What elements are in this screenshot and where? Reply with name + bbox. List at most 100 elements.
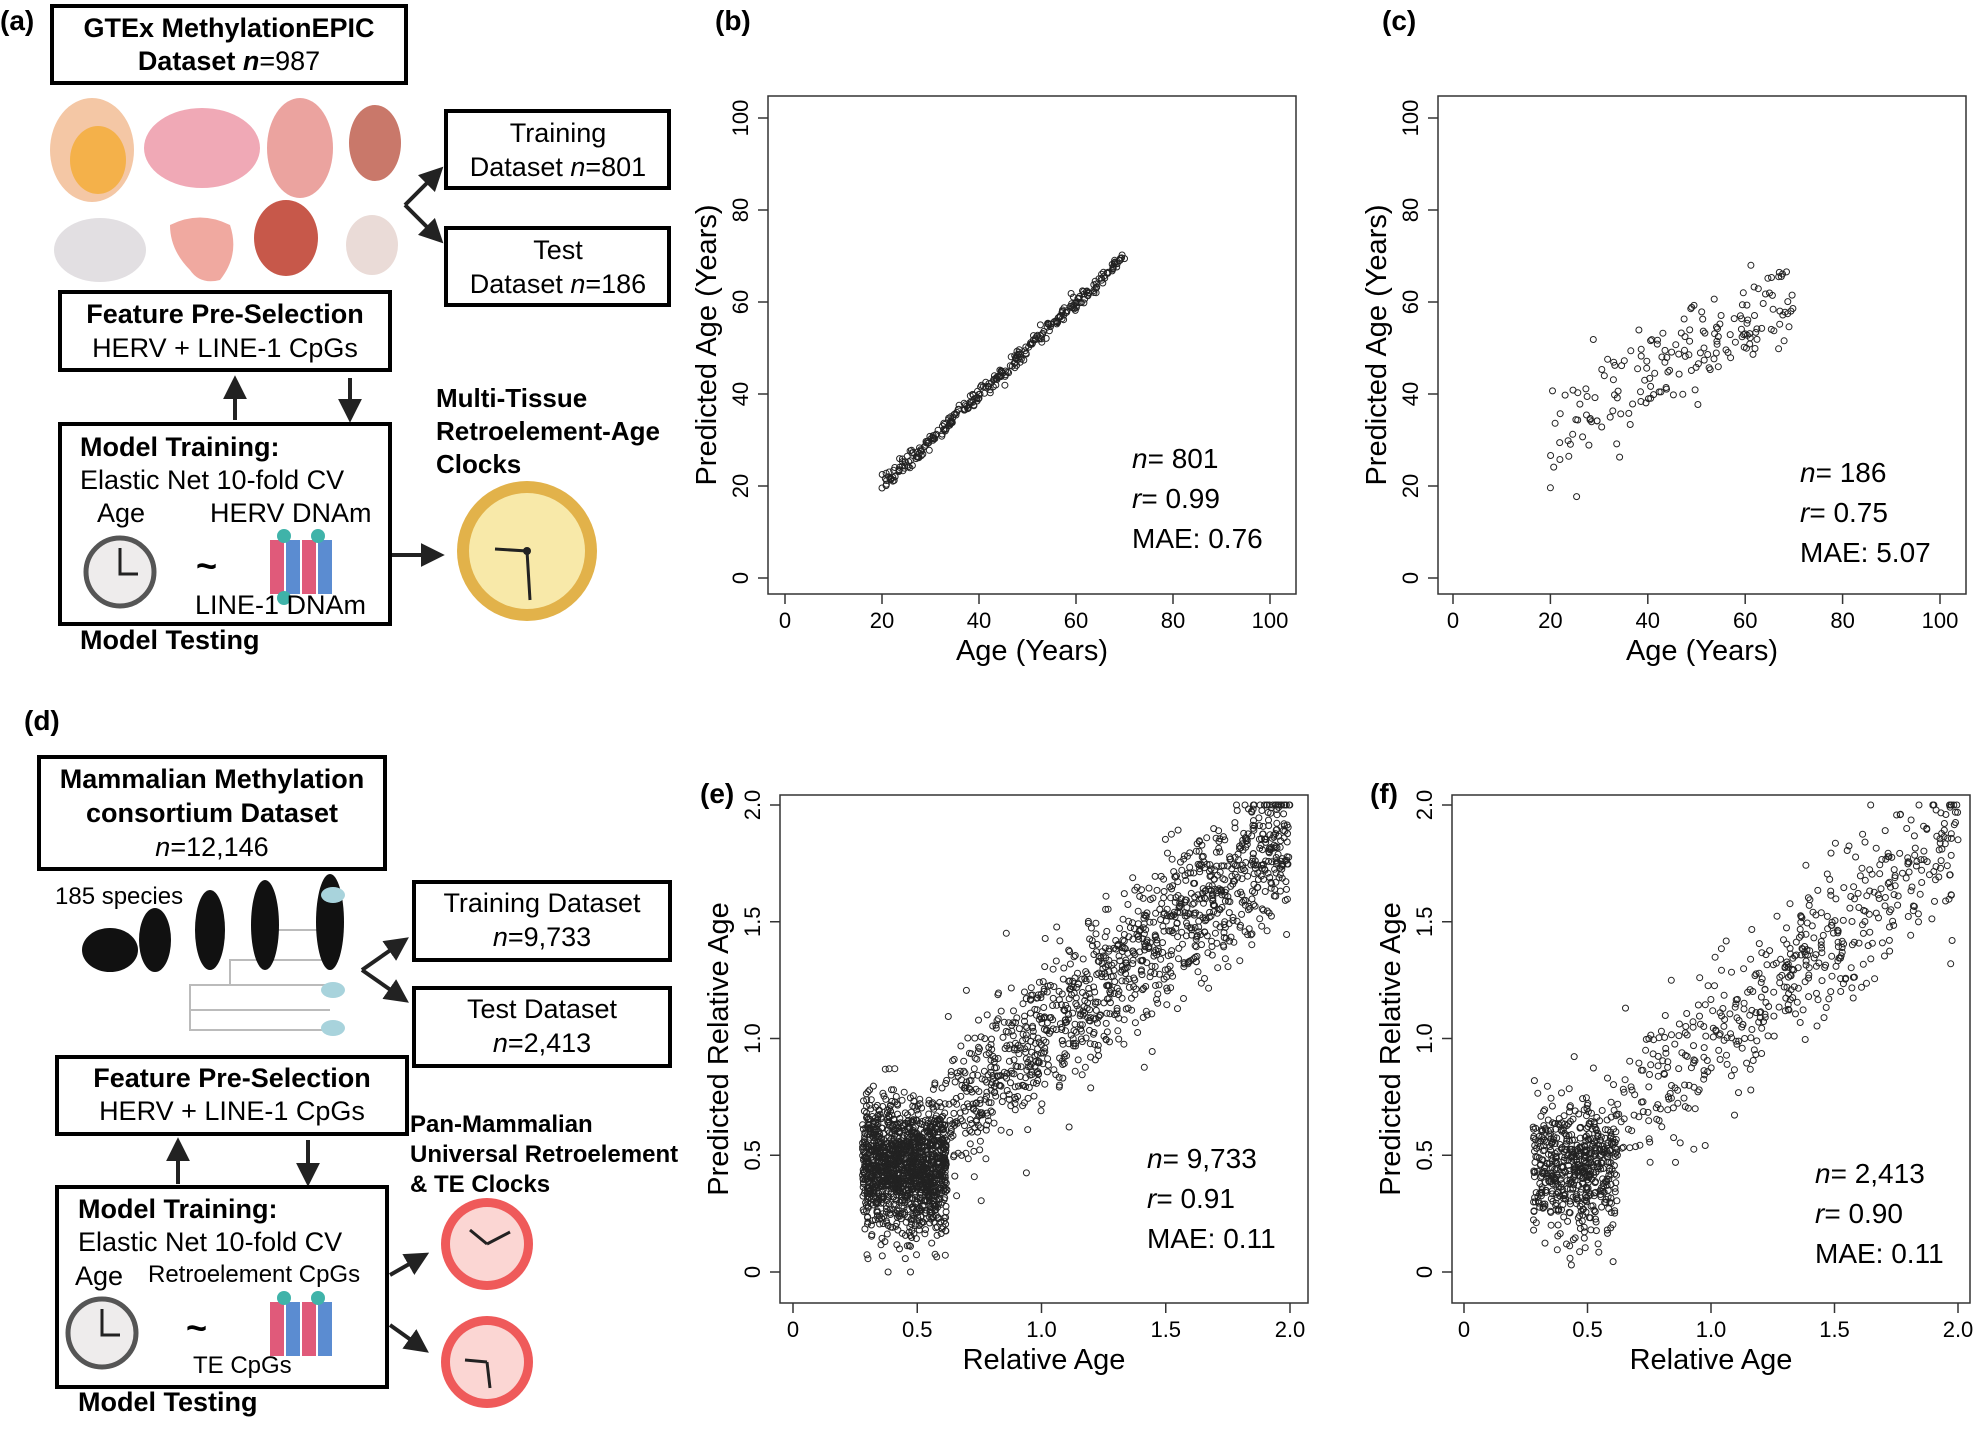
data-point: [1556, 410, 1564, 418]
data-point: [1211, 929, 1219, 937]
data-point: [970, 1065, 978, 1073]
data-point: [942, 1214, 950, 1221]
data-point: [868, 1231, 876, 1239]
data-point: [1825, 995, 1833, 1003]
data-point: [1831, 917, 1839, 925]
data-point: [1540, 1164, 1548, 1172]
data-point: [1220, 862, 1228, 870]
data-point: [1758, 324, 1766, 332]
data-point: [956, 1067, 964, 1075]
data-point: [932, 1165, 940, 1173]
data-point: [1621, 1076, 1629, 1084]
data-point: [1726, 1010, 1734, 1018]
data-point: [1785, 323, 1793, 331]
data-point: [961, 1084, 969, 1092]
data-point: [1103, 1009, 1111, 1017]
data-point: [1197, 979, 1205, 987]
data-point: [1576, 1248, 1584, 1256]
a-tilde: ~: [196, 545, 217, 586]
data-point: [1642, 1046, 1650, 1054]
data-point: [1552, 1125, 1560, 1133]
data-point: [977, 1197, 985, 1205]
y-tick-label: 0.5: [740, 1140, 765, 1171]
data-point: [1730, 315, 1738, 323]
data-point: [1850, 973, 1858, 981]
data-point: [893, 1219, 901, 1227]
data-point: [992, 1021, 1000, 1029]
data-point: [1867, 955, 1875, 963]
data-point: [1547, 1151, 1555, 1159]
data-point: [942, 1080, 950, 1087]
data-point: [1013, 361, 1021, 369]
data-point: [1109, 972, 1117, 980]
data-point: [1634, 365, 1642, 373]
data-point: [1185, 958, 1193, 965]
data-point: [1137, 926, 1145, 934]
data-point: [1577, 1207, 1585, 1215]
data-point: [1120, 890, 1128, 898]
data-point: [1099, 279, 1107, 287]
data-point: [1549, 1180, 1557, 1188]
data-point: [1700, 1044, 1708, 1052]
data-point: [989, 1022, 997, 1030]
data-point: [1282, 878, 1290, 886]
data-point: [1732, 1000, 1740, 1008]
d-training-n: n=9,733: [493, 922, 591, 952]
data-point: [1199, 889, 1207, 897]
data-point: [1597, 1133, 1605, 1141]
data-point: [1722, 937, 1730, 945]
data-point: [1707, 996, 1715, 1003]
data-point: [1065, 1123, 1073, 1131]
data-point: [1642, 1035, 1650, 1043]
data-point: [1257, 842, 1265, 849]
data-point: [1553, 1159, 1561, 1167]
data-point: [1071, 974, 1079, 982]
data-point: [1605, 1158, 1613, 1166]
data-point: [1001, 1045, 1009, 1052]
data-point: [1078, 1071, 1086, 1079]
data-point: [1548, 1140, 1555, 1148]
data-point: [1005, 1057, 1013, 1065]
data-point: [1053, 1001, 1061, 1009]
data-point: [1247, 931, 1255, 939]
d-dna-methylation-icon: [270, 1291, 332, 1356]
data-point: [935, 1189, 943, 1197]
data-point: [1941, 840, 1949, 848]
d-feature-title: Feature Pre-Selection: [93, 1063, 371, 1093]
data-point: [1029, 1024, 1036, 1032]
y-tick-label: 20: [1398, 474, 1423, 498]
x-tick-label: 20: [870, 608, 894, 633]
x-tick-label: 0: [779, 608, 791, 633]
data-point: [1164, 849, 1171, 857]
data-point: [1714, 325, 1721, 333]
a-herv-label: HERV DNAm: [210, 498, 372, 528]
data-point: [1546, 484, 1554, 492]
data-point: [1071, 952, 1079, 959]
data-point: [1151, 963, 1159, 970]
data-point: [976, 1137, 984, 1145]
data-point: [1569, 1236, 1577, 1244]
data-point: [1262, 836, 1270, 843]
data-point: [1135, 932, 1142, 940]
data-point: [1215, 844, 1223, 852]
data-point: [1043, 988, 1051, 996]
data-point: [1889, 917, 1897, 925]
data-point: [982, 1155, 990, 1163]
data-point: [928, 1173, 936, 1181]
data-point: [1041, 1044, 1049, 1052]
data-point: [1210, 875, 1218, 883]
data-point: [1792, 938, 1800, 946]
data-point: [1888, 853, 1896, 861]
data-point: [1727, 1072, 1735, 1080]
data-point: [997, 1126, 1005, 1134]
data-point: [1181, 898, 1189, 906]
data-point: [1025, 1084, 1033, 1091]
data-point: [991, 1055, 999, 1063]
data-point: [1613, 394, 1621, 402]
data-point: [1582, 1208, 1590, 1216]
data-point: [1022, 1031, 1030, 1039]
data-point: [1852, 853, 1860, 861]
data-point: [1667, 1094, 1675, 1102]
data-point: [1566, 440, 1574, 448]
